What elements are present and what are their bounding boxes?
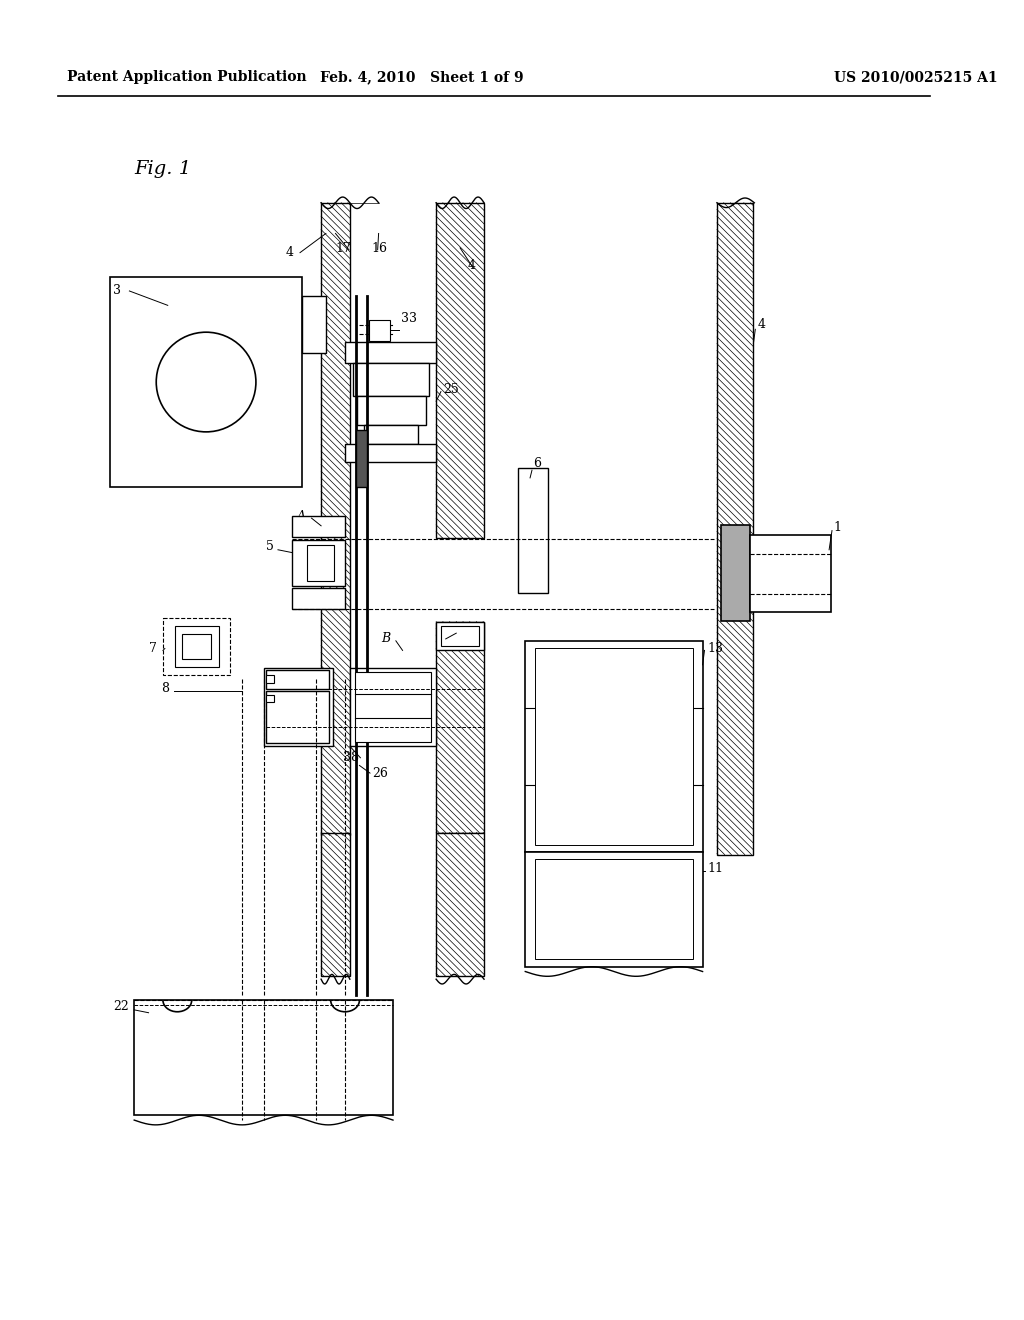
Bar bbox=[517, 469, 548, 593]
Bar bbox=[345, 342, 436, 363]
Text: 33: 33 bbox=[400, 313, 417, 325]
Bar bbox=[345, 445, 436, 462]
Bar bbox=[436, 833, 484, 977]
Bar bbox=[350, 668, 436, 746]
Text: 7: 7 bbox=[148, 642, 157, 655]
Bar bbox=[307, 545, 334, 581]
Bar bbox=[134, 1001, 393, 1115]
Bar bbox=[266, 669, 329, 689]
Bar bbox=[352, 363, 429, 396]
Text: Fig. 1: Fig. 1 bbox=[134, 160, 191, 178]
Bar bbox=[266, 676, 274, 682]
Bar bbox=[263, 668, 333, 746]
Text: 8: 8 bbox=[161, 682, 169, 696]
Bar bbox=[292, 540, 345, 586]
Bar bbox=[111, 277, 302, 487]
Bar bbox=[525, 851, 702, 966]
Bar bbox=[354, 672, 431, 742]
Bar bbox=[322, 203, 350, 836]
Bar bbox=[525, 640, 702, 851]
Bar bbox=[436, 622, 484, 833]
Text: 11: 11 bbox=[708, 862, 723, 875]
Text: 25: 25 bbox=[442, 383, 459, 396]
Bar bbox=[436, 622, 484, 651]
Bar bbox=[302, 296, 326, 354]
Bar bbox=[441, 627, 479, 645]
Text: 16: 16 bbox=[372, 242, 388, 255]
Text: Patent Application Publication: Patent Application Publication bbox=[68, 70, 307, 84]
Text: 12: 12 bbox=[458, 623, 474, 636]
Text: 26: 26 bbox=[372, 767, 388, 780]
Bar bbox=[365, 425, 418, 445]
Bar bbox=[535, 859, 693, 960]
Bar bbox=[436, 203, 484, 539]
Text: 38: 38 bbox=[343, 751, 359, 764]
Bar bbox=[369, 319, 390, 341]
Text: Feb. 4, 2010   Sheet 1 of 9: Feb. 4, 2010 Sheet 1 of 9 bbox=[319, 70, 523, 84]
Text: 22: 22 bbox=[113, 1001, 129, 1014]
Bar bbox=[266, 690, 329, 743]
Bar bbox=[750, 536, 831, 612]
Bar bbox=[163, 618, 230, 676]
Text: 13: 13 bbox=[708, 642, 723, 655]
Text: B: B bbox=[382, 632, 390, 645]
Text: 4: 4 bbox=[468, 259, 476, 272]
Text: 6: 6 bbox=[532, 457, 541, 470]
Bar bbox=[292, 516, 345, 537]
Text: 4: 4 bbox=[286, 246, 294, 259]
Bar bbox=[355, 430, 368, 487]
Text: 4: 4 bbox=[757, 318, 765, 331]
Bar bbox=[322, 833, 350, 977]
Bar bbox=[721, 525, 750, 620]
Bar bbox=[175, 627, 218, 667]
Text: US 2010/0025215 A1: US 2010/0025215 A1 bbox=[834, 70, 997, 84]
Bar bbox=[717, 203, 754, 854]
Text: 3: 3 bbox=[113, 284, 121, 297]
Text: 5: 5 bbox=[266, 540, 274, 553]
Bar bbox=[356, 396, 426, 425]
Bar bbox=[182, 634, 211, 659]
Text: 1: 1 bbox=[834, 521, 842, 535]
Text: A: A bbox=[297, 510, 306, 523]
Bar bbox=[535, 648, 693, 845]
Bar bbox=[355, 430, 368, 487]
Text: 17: 17 bbox=[336, 242, 351, 255]
Bar bbox=[266, 694, 274, 702]
Bar bbox=[292, 589, 345, 610]
